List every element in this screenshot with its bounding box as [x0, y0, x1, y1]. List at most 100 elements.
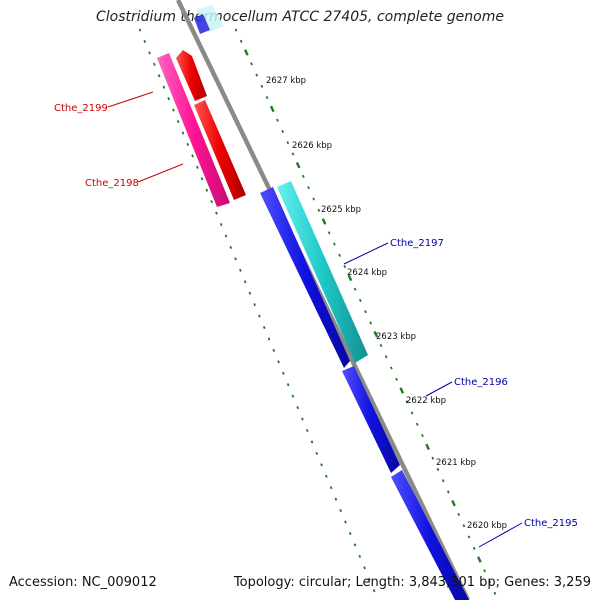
- minor-tick: [369, 321, 373, 325]
- minor-tick: [363, 566, 366, 570]
- label-cthe-2197: Cthe_2197: [390, 238, 444, 249]
- minor-tick: [317, 208, 321, 212]
- minor-tick: [234, 257, 237, 261]
- minor-tick: [186, 142, 190, 146]
- gene-cthe-2198-lower: [194, 100, 246, 200]
- minor-tick: [384, 355, 388, 359]
- gene-cthe-2197: [277, 181, 368, 363]
- minor-tick: [176, 119, 180, 124]
- minor-tick: [415, 422, 419, 426]
- minor-tick: [262, 325, 266, 330]
- minor-tick: [277, 360, 280, 364]
- minor-tick: [239, 268, 242, 272]
- tick-label: 2623 kbp: [376, 332, 416, 342]
- tick-label: 2625 kbp: [321, 205, 361, 215]
- minor-tick: [253, 303, 256, 307]
- major-tick: [399, 387, 405, 394]
- minor-tick: [305, 428, 309, 433]
- minor-tick: [210, 200, 213, 204]
- major-tick: [425, 443, 430, 451]
- minor-tick: [379, 343, 383, 348]
- minor-tick: [196, 165, 199, 169]
- minor-tick: [224, 234, 228, 238]
- minor-tick: [462, 524, 466, 528]
- gene-cthe-2196-upper: [260, 187, 350, 368]
- minor-tick: [200, 177, 204, 181]
- minor-tick: [172, 108, 175, 112]
- minor-tick: [343, 265, 347, 269]
- topology-summary: Topology: circular; Length: 3,843,301 bp…: [233, 575, 591, 590]
- minor-tick: [243, 280, 247, 284]
- minor-tick: [307, 186, 310, 190]
- accession-text: Accession: NC_009012: [9, 575, 157, 590]
- minor-tick: [364, 310, 367, 314]
- minor-tick: [143, 39, 147, 43]
- minor-tick: [358, 298, 362, 302]
- minor-tick: [395, 377, 398, 381]
- major-tick: [321, 218, 327, 225]
- tick-label: 2624 kbp: [347, 268, 387, 278]
- leader-cthe-2199: [107, 91, 154, 108]
- minor-tick: [488, 580, 492, 584]
- minor-tick: [410, 411, 414, 415]
- minor-tick: [148, 51, 151, 55]
- gene-cthe-2199: [157, 53, 230, 207]
- minor-tick: [338, 253, 341, 257]
- minor-tick: [276, 118, 279, 122]
- minor-tick: [493, 591, 497, 595]
- minor-tick: [296, 406, 299, 410]
- label-cthe-2198: Cthe_2198: [85, 178, 139, 189]
- major-tick: [373, 330, 379, 338]
- minor-tick: [215, 211, 218, 215]
- minor-tick: [301, 174, 305, 179]
- minor-tick: [431, 456, 435, 460]
- major-tick: [477, 556, 482, 563]
- cds-faint-top-blue: [194, 14, 210, 34]
- leader-cthe-2197: [343, 242, 389, 265]
- minor-tick: [265, 96, 269, 100]
- minor-tick: [390, 366, 393, 370]
- tick-ring-inner: [234, 28, 497, 595]
- minor-tick: [358, 554, 362, 558]
- leader-cthe-2198: [137, 163, 184, 183]
- minor-tick: [320, 463, 323, 467]
- cds-faint-top: [196, 5, 224, 32]
- minor-tick: [181, 131, 185, 135]
- minor-tick: [250, 62, 253, 66]
- tick-label: 2621 kbp: [436, 458, 476, 468]
- tick-label: 2620 kbp: [467, 521, 507, 531]
- minor-tick: [333, 242, 336, 246]
- minor-tick: [472, 546, 476, 550]
- minor-tick: [334, 497, 338, 501]
- leader-cthe-2196: [425, 381, 453, 397]
- major-tick: [451, 499, 456, 507]
- minor-tick: [234, 28, 238, 32]
- minor-tick: [205, 188, 209, 192]
- minor-tick: [348, 531, 352, 536]
- minor-tick: [421, 434, 424, 438]
- gene-cthe-2198-upper: [176, 50, 207, 101]
- minor-tick: [405, 400, 409, 404]
- minor-tick: [255, 73, 259, 77]
- minor-tick: [483, 569, 486, 573]
- minor-tick: [219, 222, 223, 227]
- leader-cthe-2195: [478, 522, 523, 548]
- minor-tick: [281, 129, 284, 133]
- minor-tick: [368, 577, 371, 581]
- minor-tick: [457, 512, 461, 517]
- minor-tick: [291, 394, 295, 398]
- tick-label: 2626 kbp: [292, 141, 332, 151]
- minor-tick: [157, 74, 161, 78]
- minor-tick: [167, 97, 170, 101]
- tick-label: 2622 kbp: [406, 396, 446, 406]
- minor-tick: [272, 348, 276, 352]
- minor-tick: [467, 535, 471, 539]
- major-tick: [295, 161, 301, 169]
- minor-tick: [286, 141, 290, 145]
- minor-tick: [344, 520, 347, 524]
- minor-tick: [260, 84, 264, 88]
- minor-tick: [138, 28, 142, 32]
- label-cthe-2196: Cthe_2196: [454, 377, 508, 388]
- major-tick: [347, 274, 353, 282]
